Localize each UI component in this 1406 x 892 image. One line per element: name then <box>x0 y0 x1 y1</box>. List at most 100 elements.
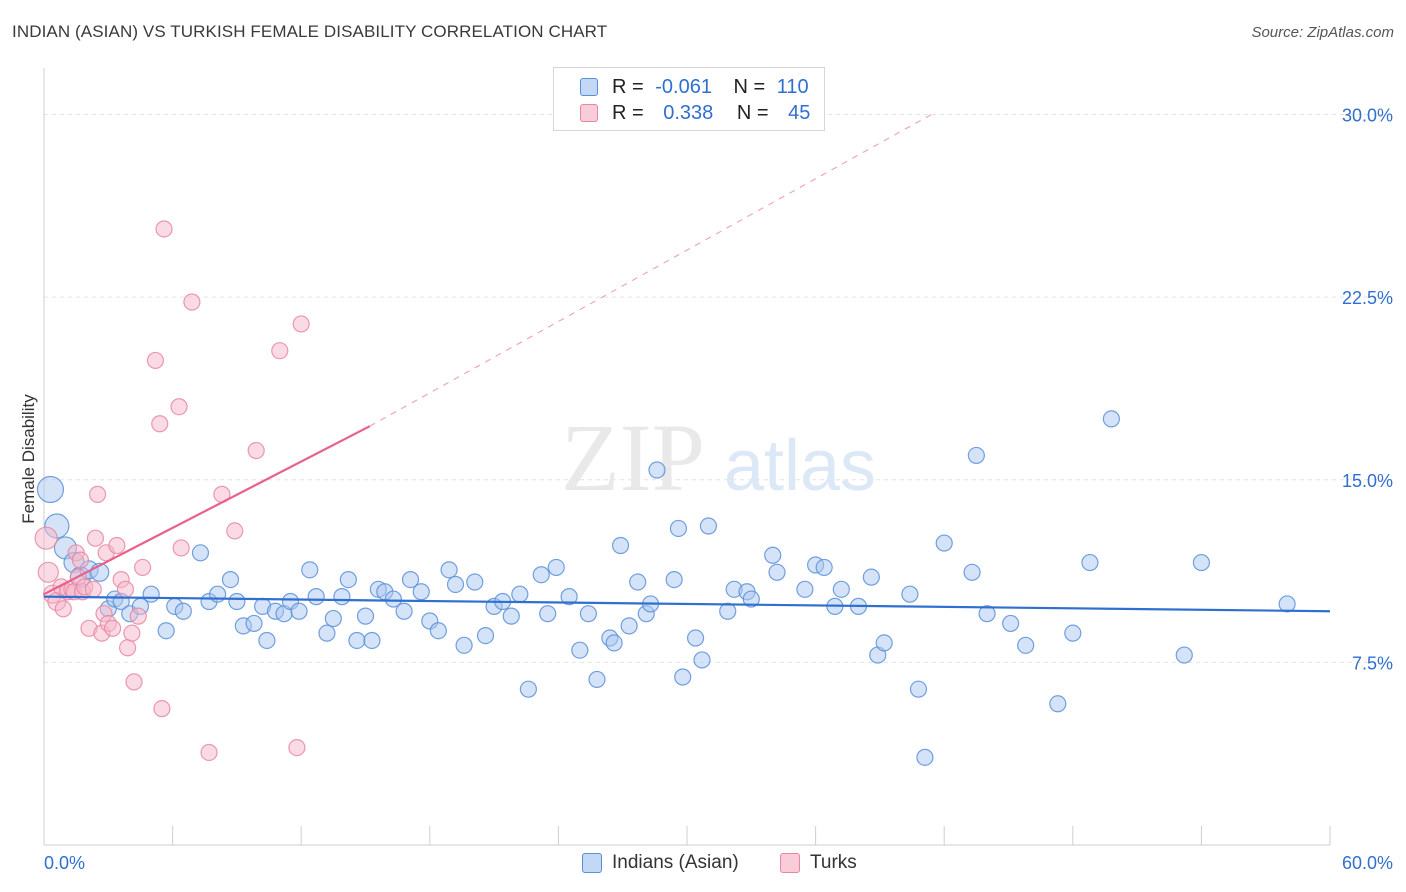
legend-n-value: 110 <box>776 76 809 98</box>
turks-point <box>71 551 90 569</box>
legend-swatch-pink <box>780 853 800 873</box>
indians-point <box>363 631 381 650</box>
indians-point <box>909 680 928 698</box>
legend-swatch-pink <box>580 104 598 122</box>
indians-point <box>440 561 458 579</box>
indians-point <box>901 585 919 603</box>
axis-labels: 7.5% 15.0% 22.5% 30.0% 0.0% 60.0% Female Disab… <box>19 106 1393 873</box>
correlation-legend: R = -0.061 N = 110 R = 0.338 N = 45 <box>553 67 825 131</box>
indians-point <box>693 651 711 669</box>
indians-point <box>1192 553 1211 572</box>
turks-point <box>170 398 188 416</box>
turks-point <box>226 522 244 540</box>
indians-point <box>1002 614 1020 633</box>
indians-point <box>665 570 683 589</box>
indians-point <box>579 605 598 623</box>
legend-r-label: R = <box>612 102 644 124</box>
indians-point <box>1017 636 1035 654</box>
y-tick-label: 15.0% <box>1342 471 1393 491</box>
legend-n-label: N = <box>736 102 769 124</box>
indians-point <box>412 583 430 601</box>
turks-point <box>129 607 147 625</box>
indians-point <box>333 588 351 606</box>
indians-point <box>674 668 692 686</box>
turks-point <box>88 485 107 503</box>
indians-point <box>796 580 814 598</box>
indians-point <box>356 607 375 625</box>
x-tick-label: 0.0% <box>44 853 85 873</box>
indians-point <box>532 566 550 584</box>
x-tick-label: 60.0% <box>1342 853 1393 873</box>
indians-point <box>466 573 484 591</box>
indians-point <box>571 641 589 659</box>
turks-point <box>34 526 58 550</box>
indians-point <box>221 570 240 589</box>
indians-point <box>307 588 325 606</box>
indians-trend-line <box>43 595 1331 613</box>
turks-trend-line <box>43 425 371 596</box>
indians-point <box>318 624 336 642</box>
indians-point <box>560 588 578 606</box>
indians-point <box>742 590 760 608</box>
legend-swatch-blue <box>582 853 602 873</box>
turks-point <box>288 739 306 757</box>
indians-point <box>395 602 413 620</box>
indians-point <box>174 602 192 620</box>
indians-point <box>620 617 638 635</box>
watermark-zip: ZIP <box>561 404 705 511</box>
indians-point <box>875 634 893 652</box>
indians-point <box>539 605 557 623</box>
indians-point <box>476 626 495 645</box>
indians-point <box>588 670 606 689</box>
turks-point <box>123 624 141 642</box>
turks-point <box>133 558 152 577</box>
legend-n-value: 45 <box>788 102 811 124</box>
turks-point <box>118 639 137 657</box>
legend-r-value: 0.338 <box>663 102 714 124</box>
legend-swatch-blue <box>580 78 598 96</box>
turks-point <box>247 441 265 460</box>
indians-point <box>764 546 782 564</box>
indians-point <box>228 592 246 611</box>
indians-point <box>36 475 65 504</box>
indians-point <box>768 563 786 581</box>
turks-point <box>86 529 105 547</box>
turks-point <box>116 580 135 598</box>
indians-point <box>245 614 263 633</box>
watermark-atlas: atlas <box>724 426 876 506</box>
turks-point <box>84 580 102 598</box>
turks-point <box>155 220 173 238</box>
indians-point <box>699 517 718 535</box>
indians-point <box>348 631 366 650</box>
indians-point <box>967 446 985 465</box>
indians-point <box>611 536 630 555</box>
turks-point <box>125 673 143 691</box>
indians-point <box>1102 410 1120 428</box>
indians-point <box>191 544 210 562</box>
turks-point <box>172 539 190 557</box>
legend-r-value: -0.061 <box>655 76 712 98</box>
indians-point <box>935 534 953 552</box>
indians-point <box>978 605 996 623</box>
chart-title: INDIAN (ASIAN) VS TURKISH FEMALE DISABIL… <box>12 22 608 41</box>
turks-point <box>183 293 201 311</box>
y-axis-title: Female Disability <box>19 394 38 524</box>
indians-point <box>324 609 342 628</box>
grid-lines <box>44 114 1392 663</box>
indians-point <box>429 622 447 640</box>
turks-point <box>271 342 289 360</box>
chart-source: Source: ZipAtlas.com <box>1251 24 1394 41</box>
indians-point <box>862 568 880 586</box>
legend-n-label: N = <box>733 76 766 98</box>
indians-point <box>209 585 227 603</box>
turks-point <box>153 700 171 718</box>
axes <box>43 68 1331 846</box>
indians-point <box>1278 595 1296 613</box>
indians-point <box>258 631 276 650</box>
turks-point <box>54 600 72 618</box>
indians-point <box>686 629 705 647</box>
indians-point <box>916 748 934 766</box>
turks-point <box>292 315 310 333</box>
indians-point <box>339 570 357 589</box>
